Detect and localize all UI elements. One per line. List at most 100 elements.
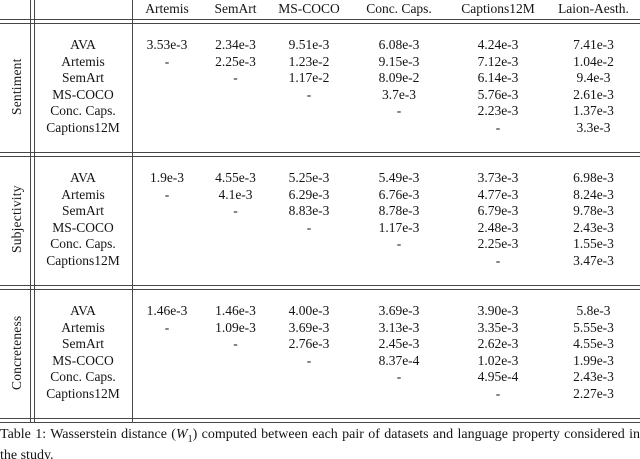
table-cell: 1.46e-3 xyxy=(215,303,256,318)
table-cell: - xyxy=(233,336,238,351)
table-cell: 3.90e-3 xyxy=(477,303,519,318)
table-cell: 3.7e-3 xyxy=(381,86,417,102)
row-header-artemis: Artemis xyxy=(61,53,105,69)
table-cell: 6.08e-3 xyxy=(378,37,420,52)
table-cell xyxy=(349,386,449,403)
table-cell: - xyxy=(164,53,170,69)
table-cell: 6.76e-3 xyxy=(378,186,420,202)
section-label-subjectivity: Subjectivity xyxy=(9,185,24,254)
row-header-ava: AVA xyxy=(70,170,96,185)
table-cell xyxy=(132,87,202,104)
table-cell: 1.09e-3 xyxy=(215,319,256,335)
table-cell: 4.55e-3 xyxy=(573,336,614,351)
section-label-sentiment: Sentiment xyxy=(9,58,24,115)
table-cell: - xyxy=(495,252,501,268)
table-cell xyxy=(132,120,202,137)
vertical-rule xyxy=(132,0,133,423)
table-cell: 2.27e-3 xyxy=(573,385,614,401)
row-header-mscoco: MS-COCO xyxy=(52,219,114,235)
row-header-ava: AVA xyxy=(70,303,96,318)
double-vertical-rule-right xyxy=(34,0,35,423)
table-cell xyxy=(202,236,269,253)
table-cell: 2.45e-3 xyxy=(378,336,420,351)
table-cell: 1.99e-3 xyxy=(573,352,614,368)
table-cell: 7.12e-3 xyxy=(477,53,519,69)
table-cell xyxy=(132,336,202,353)
table-cell xyxy=(132,70,202,87)
table-cell: 2.61e-3 xyxy=(573,86,614,102)
table-cell: 4.1e-3 xyxy=(218,186,253,202)
table-cell: 4.55e-3 xyxy=(215,170,256,185)
double-horizontal-rule-section1 xyxy=(0,152,640,157)
table-cell: - xyxy=(233,203,238,218)
row-header-artemis: Artemis xyxy=(61,186,105,202)
table-cell: 3.73e-3 xyxy=(477,170,519,185)
table-cell: - xyxy=(164,186,170,202)
table-cell: 1.46e-3 xyxy=(146,303,188,318)
table-cell: 6.14e-3 xyxy=(477,70,519,85)
table-cell: 2.48e-3 xyxy=(477,219,519,235)
table-cell: 8.09e-2 xyxy=(378,70,420,85)
table-header-row: Artemis SemArt MS-COCO Conc. Caps. Capti… xyxy=(132,0,640,19)
column-header-artemis: Artemis xyxy=(145,1,189,16)
table-cell: 4.00e-3 xyxy=(288,303,330,318)
table-cell: 1.55e-3 xyxy=(573,236,614,251)
row-header-semart: SemArt xyxy=(62,336,104,351)
table-cell: 6.98e-3 xyxy=(573,170,614,185)
table-cell: 1.37e-3 xyxy=(573,103,614,118)
caption-math-subscript: 1 xyxy=(187,433,193,445)
table-cell: 3.3e-3 xyxy=(576,119,611,135)
table-cell: 4.95e-4 xyxy=(477,369,519,384)
table-cell xyxy=(349,120,449,137)
table-cell: 3.69e-3 xyxy=(288,319,330,335)
table-cell xyxy=(202,103,269,120)
table-cell: 3.35e-3 xyxy=(477,319,519,335)
caption-text-suffix: ) computed between each pair of datasets… xyxy=(0,427,640,459)
table-cell: 6.79e-3 xyxy=(477,203,519,218)
table-cell: 2.23e-3 xyxy=(477,103,519,118)
table-cell: - xyxy=(396,236,402,251)
section-label-concreteness: Concreteness xyxy=(9,315,24,390)
table-cell: 4.24e-3 xyxy=(477,37,519,52)
table-cell xyxy=(349,253,449,270)
table-cell: - xyxy=(164,319,170,335)
table-cell xyxy=(202,220,269,237)
table-cell: 2.25e-3 xyxy=(215,53,256,69)
table-cell: - xyxy=(495,385,501,401)
table-cell xyxy=(132,253,202,270)
table-cell: - xyxy=(396,103,402,118)
double-vertical-rule-left xyxy=(30,0,31,423)
table-cell: 1.04e-2 xyxy=(573,53,614,69)
table-cell: - xyxy=(306,86,312,102)
table-section-concreteness: Concreteness AVA 1.46e-3 1.46e-3 4.00e-3… xyxy=(0,290,640,418)
row-header-conc-caps: Conc. Caps. xyxy=(50,369,116,384)
table-cell: 5.55e-3 xyxy=(573,319,614,335)
row-header-mscoco: MS-COCO xyxy=(52,86,114,102)
table-cell: 7.41e-3 xyxy=(573,37,614,52)
table-cell: 2.62e-3 xyxy=(477,336,519,351)
row-header-captions12m: Captions12M xyxy=(46,119,120,135)
column-header-semart: SemArt xyxy=(214,1,257,16)
table-cell: 1.9e-3 xyxy=(149,170,185,185)
column-header-conc-caps: Conc. Caps. xyxy=(366,1,432,16)
row-header-artemis: Artemis xyxy=(61,319,105,335)
table-cell: 3.53e-3 xyxy=(146,37,188,52)
table-cell xyxy=(269,369,349,386)
table-cell: 5.25e-3 xyxy=(288,170,330,185)
table-cell: 9.51e-3 xyxy=(288,37,330,52)
table-cell: - xyxy=(306,352,312,368)
table-cell xyxy=(132,353,202,370)
caption-math-symbol: W xyxy=(175,427,188,442)
double-horizontal-rule-section2 xyxy=(0,285,640,290)
double-horizontal-rule-bottom xyxy=(0,418,640,423)
table-cell: 1.02e-3 xyxy=(477,352,519,368)
table-cell: 8.83e-3 xyxy=(288,203,330,218)
table-cell: 2.43e-3 xyxy=(573,369,614,384)
table-cell: 2.76e-3 xyxy=(288,336,330,351)
double-horizontal-rule-header xyxy=(0,19,640,24)
row-header-ava: AVA xyxy=(70,37,96,52)
table-cell: 1.17e-3 xyxy=(378,219,420,235)
table-cell xyxy=(269,253,349,270)
row-header-captions12m: Captions12M xyxy=(46,385,120,401)
